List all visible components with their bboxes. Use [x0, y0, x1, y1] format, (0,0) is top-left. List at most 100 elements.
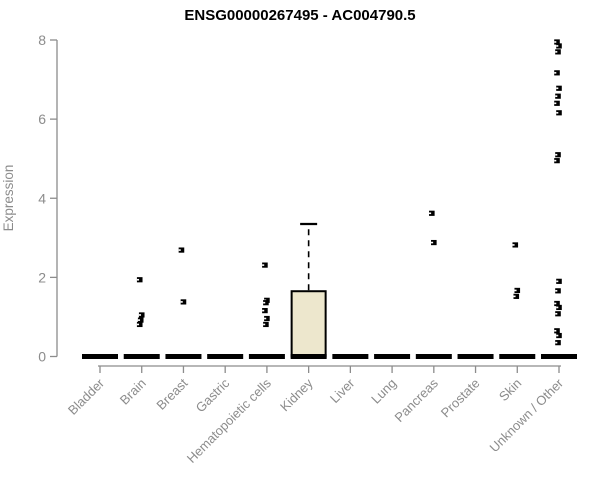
chart-title: ENSG00000267495 - AC004790.5 [184, 7, 415, 24]
outlier-point [554, 158, 560, 164]
x-tick-label: Lung [368, 376, 399, 407]
outlier-point-notch [554, 72, 557, 74]
outlier-point [137, 317, 144, 323]
outlier-point-notch [555, 95, 558, 97]
median-bar [415, 354, 452, 359]
outlier-point [555, 93, 561, 99]
outlier-point-notch [554, 302, 557, 305]
y-tick-label: 2 [38, 269, 46, 285]
outlier-point [513, 293, 520, 299]
outlier-point-notch [136, 278, 140, 281]
y-axis-label: Expression [1, 165, 16, 232]
x-tick-label: Skin [496, 376, 524, 404]
outlier-point [556, 85, 562, 91]
outlier-point-notch [431, 241, 434, 244]
median-bar [290, 354, 327, 359]
outlier-point [554, 39, 560, 45]
outlier-point-notch [554, 41, 557, 43]
outlier-point [556, 110, 562, 116]
outlier-point [554, 70, 560, 76]
outlier-point [554, 100, 560, 106]
outlier-point [431, 239, 437, 246]
outlier-point [178, 247, 185, 253]
outlier-point [180, 299, 187, 305]
box-body [290, 290, 327, 358]
median-bar [123, 354, 160, 359]
outlier-point [556, 304, 562, 311]
y-tick-label: 0 [38, 349, 46, 365]
outlier-point-notch [136, 323, 140, 326]
x-tick-label: Prostate [438, 376, 483, 421]
x-tick-label: Brain [117, 376, 149, 408]
outlier-point [514, 287, 521, 294]
outlier-point [263, 300, 269, 306]
median-bar [457, 354, 494, 359]
y-tick-label: 8 [38, 32, 46, 48]
outlier-point [555, 311, 561, 317]
x-tick-label: Unknown / Other [487, 375, 567, 455]
outlier-point [136, 277, 143, 283]
median-bar [82, 354, 118, 359]
outlier-point-notch [555, 153, 558, 156]
outlier-point-notch [264, 317, 267, 320]
x-tick-label: Breast [153, 375, 190, 412]
x-tick-label: Kidney [277, 375, 316, 414]
y-tick-label: 6 [38, 111, 46, 127]
outlier-point [554, 300, 560, 307]
median-bar [541, 354, 577, 359]
outlier-point-notch [180, 301, 183, 303]
outlier-point-notch [429, 212, 432, 215]
outlier-point-notch [263, 301, 266, 304]
outlier-point [429, 210, 435, 216]
outlier-point-notch [555, 341, 558, 344]
x-tick-label: Bladder [65, 375, 108, 418]
outlier-point-notch [554, 329, 557, 332]
outlier-point-notch [263, 323, 266, 326]
outlier-point-notch [555, 312, 558, 315]
outlier-point-notch [262, 264, 265, 266]
outlier-point-notch [556, 334, 559, 337]
outlier-point [556, 43, 562, 49]
median-bar [165, 354, 202, 359]
outlier-point [555, 49, 561, 55]
x-tick-label: Pancreas [391, 375, 441, 425]
outlier-point [263, 321, 269, 328]
outlier-point-notch [556, 306, 559, 309]
outlier-point-notch [556, 87, 559, 90]
outlier-point [556, 278, 562, 284]
outlier-point [554, 328, 560, 334]
outlier-point [264, 315, 270, 322]
outlier-point-notch [513, 295, 516, 298]
median-bar [374, 354, 411, 359]
outlier-point-notch [137, 319, 141, 321]
outlier-point-notch [178, 249, 181, 251]
outlier-point [136, 321, 143, 328]
outlier-point-notch [262, 309, 265, 312]
outlier-point-notch [138, 314, 142, 316]
y-tick-label: 4 [38, 190, 46, 206]
outlier-point-notch [556, 280, 559, 283]
outlier-point-notch [556, 45, 559, 47]
outlier-point [262, 308, 268, 314]
outlier-point-notch [514, 289, 517, 292]
x-tick-label: Liver [327, 375, 358, 406]
median-bar [248, 354, 285, 359]
outlier-point [555, 340, 561, 346]
outlier-point-notch [555, 290, 558, 292]
outlier-point [512, 242, 519, 248]
median-bar [499, 354, 536, 359]
outlier-point [556, 332, 562, 339]
outlier-point [555, 288, 561, 294]
outlier-point [262, 262, 268, 268]
median-bar [332, 354, 369, 359]
x-tick-label: Gastric [193, 375, 233, 415]
outlier-point-notch [556, 111, 559, 114]
outlier-point-notch [512, 244, 515, 246]
outlier-point-notch [555, 51, 558, 53]
outlier-point [138, 312, 145, 318]
outlier-point-notch [554, 159, 557, 162]
outlier-point-notch [554, 102, 557, 105]
